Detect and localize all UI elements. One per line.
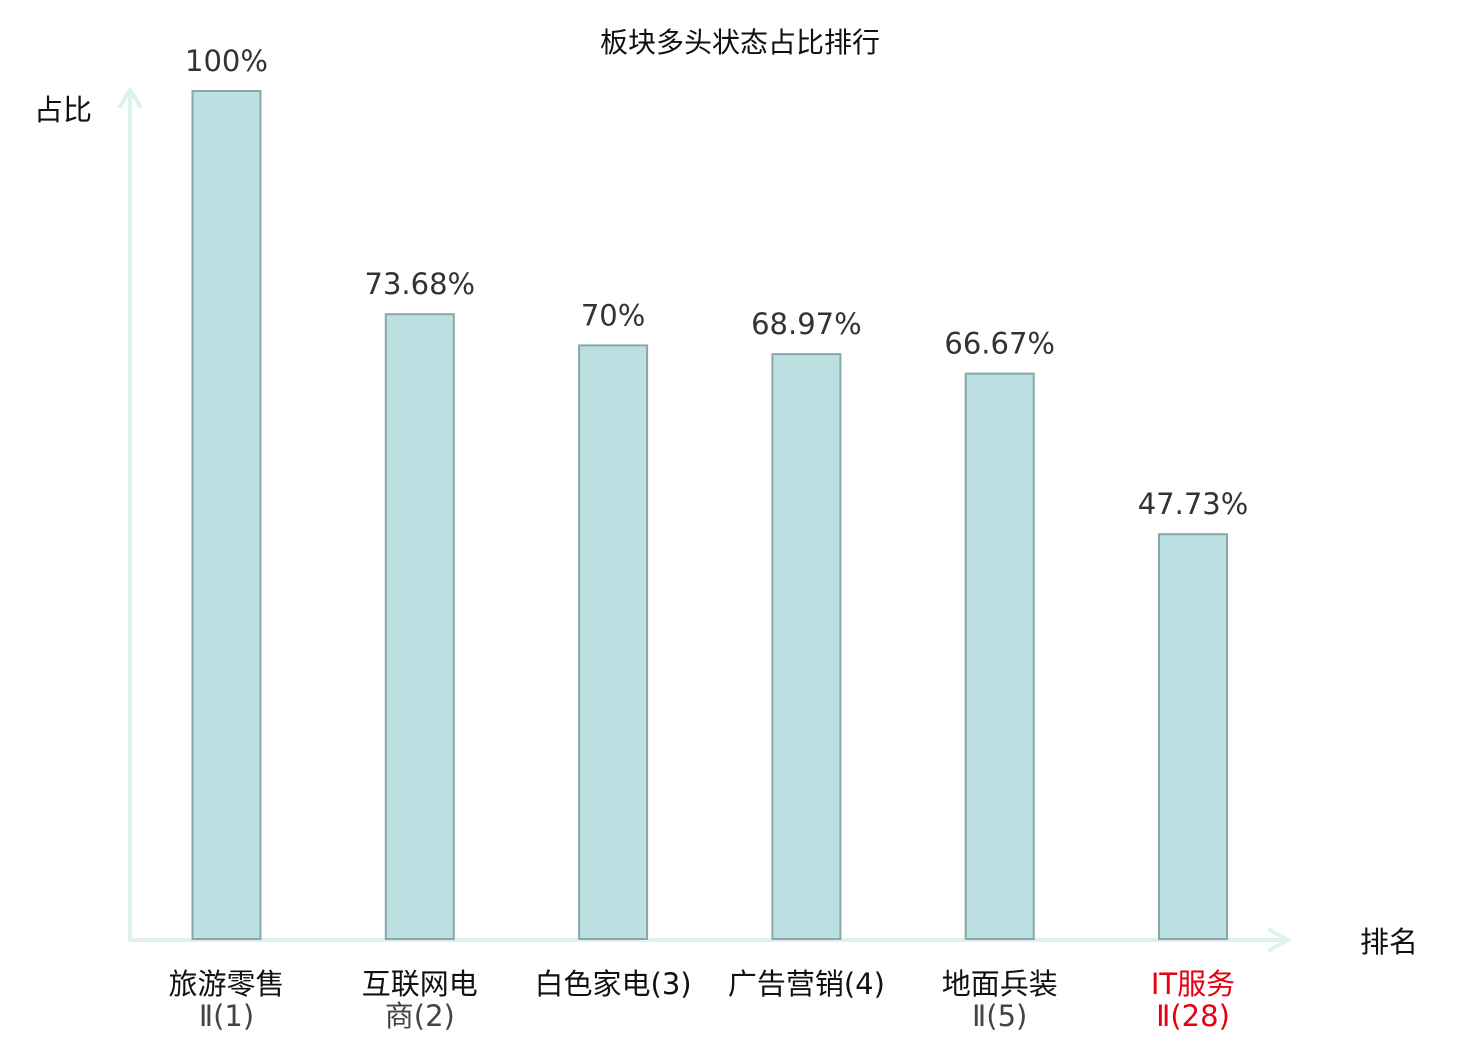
- category-label-line: Ⅱ(5): [972, 999, 1027, 1033]
- category-label-line: 广告营销(4): [728, 967, 885, 1001]
- category-label-3: 白色家电(3): [535, 967, 692, 1001]
- bar-value-label-5: 66.67%: [944, 327, 1055, 361]
- category-label-4: 广告营销(4): [728, 967, 885, 1001]
- category-labels-group: 旅游零售 Ⅱ(1) 互联网电商(2) 白色家电(3) 广告营销(4) 地面兵装 Ⅱ(5) IT…: [168, 967, 1235, 1033]
- bar-value-label-3: 70%: [581, 298, 645, 332]
- category-label-line: 商(2): [385, 999, 455, 1033]
- bar-5: [964, 372, 1035, 941]
- chart-title: 板块多头状态占比排行: [600, 26, 880, 59]
- category-label-line: 白色家电(3): [535, 967, 692, 1001]
- x-axis-label: 排名: [1360, 925, 1418, 959]
- bar-3: [578, 344, 649, 940]
- category-label-line: Ⅱ(28): [1156, 999, 1230, 1033]
- category-label-1: 旅游零售 Ⅱ(1): [168, 967, 284, 1033]
- bar-6: [1158, 533, 1228, 940]
- category-label-5: 地面兵装 Ⅱ(5): [942, 967, 1058, 1033]
- x-axis-arrow-icon: [1267, 927, 1293, 953]
- category-label-line: 地面兵装: [942, 967, 1058, 1001]
- category-label-6: IT服务 Ⅱ(28): [1151, 967, 1235, 1033]
- bar-1: [191, 90, 262, 940]
- bar-value-label-4: 68.97%: [751, 307, 862, 341]
- bar-value-label-6: 47.73%: [1138, 487, 1249, 521]
- bar-2: [384, 313, 455, 940]
- bar-4: [771, 353, 842, 941]
- bar-value-label-1: 100%: [185, 44, 268, 78]
- category-label-2: 互联网电商(2): [362, 967, 478, 1033]
- bars-group: [191, 90, 1228, 941]
- category-label-line: 互联网电: [362, 967, 478, 1001]
- axes: [117, 86, 1293, 953]
- category-label-line: IT服务: [1151, 967, 1235, 1001]
- category-label-line: Ⅱ(1): [199, 999, 254, 1033]
- value-labels-group: 100% 73.68% 70% 68.97% 66.67% 47.73%: [185, 44, 1248, 521]
- y-axis-arrow-icon: [117, 86, 143, 110]
- y-axis-label: 占比: [34, 93, 92, 127]
- bar-value-label-2: 73.68%: [365, 267, 476, 301]
- category-label-line: 旅游零售: [168, 967, 284, 1001]
